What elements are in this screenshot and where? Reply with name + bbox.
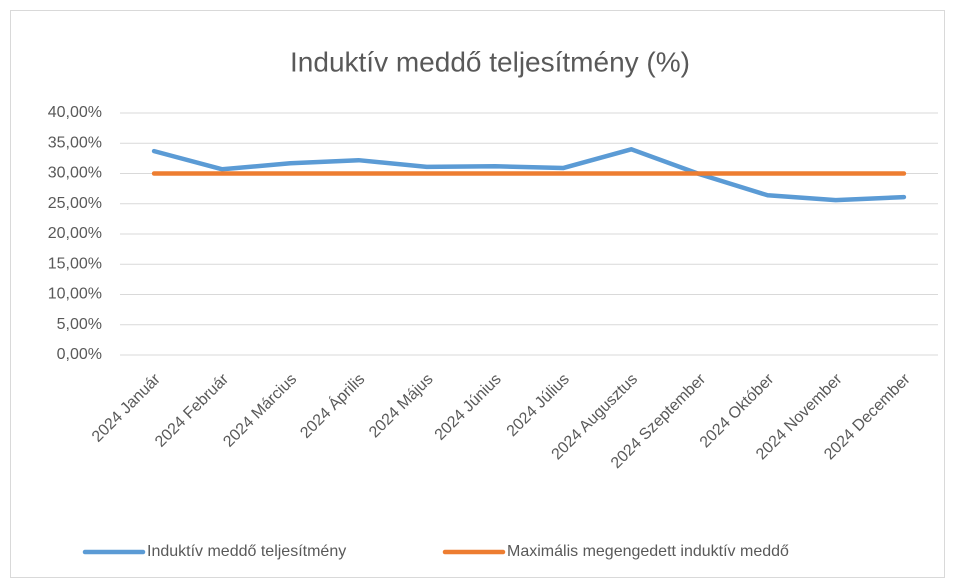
- legend-label: Induktív meddő teljesítmény: [147, 543, 346, 560]
- y-tick-label: 0,00%: [57, 346, 102, 363]
- legend-label: Maximális megengedett induktív meddő: [507, 543, 789, 560]
- y-tick-label: 20,00%: [48, 225, 102, 242]
- y-tick-label: 25,00%: [48, 195, 102, 212]
- y-tick-label: 40,00%: [48, 104, 102, 121]
- y-tick-label: 30,00%: [48, 165, 102, 182]
- line-series: [151, 147, 907, 203]
- y-tick-label: 15,00%: [48, 255, 102, 272]
- y-tick-label: 5,00%: [57, 316, 102, 333]
- chart-title: Induktív meddő teljesítmény (%): [290, 46, 690, 77]
- y-tick-label: 10,00%: [48, 286, 102, 303]
- y-tick-label: 35,00%: [48, 134, 102, 151]
